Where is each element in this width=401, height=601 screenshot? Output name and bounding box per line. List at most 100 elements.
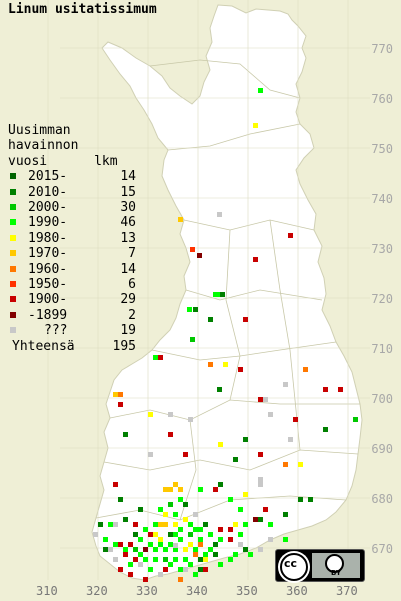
observation-square xyxy=(173,482,178,487)
observation-square xyxy=(223,362,228,367)
observation-square xyxy=(168,487,173,492)
legend-total-count: 195 xyxy=(112,338,136,354)
observation-square xyxy=(148,567,153,572)
legend-swatch xyxy=(10,173,16,180)
observation-square xyxy=(303,367,308,372)
observation-square xyxy=(133,557,138,562)
observation-square xyxy=(213,487,218,492)
cc-by-license-badge[interactable]: cc BY xyxy=(275,549,365,582)
observation-square xyxy=(123,517,128,522)
observation-square xyxy=(143,557,148,562)
observation-square xyxy=(228,497,233,502)
observation-square xyxy=(288,233,293,238)
observation-square xyxy=(217,212,222,217)
legend-row: -1899 2 xyxy=(8,307,136,323)
observation-square xyxy=(153,522,158,527)
observation-square xyxy=(158,542,163,547)
legend-row: 2015- 14 xyxy=(8,169,136,184)
observation-square xyxy=(198,527,203,532)
legend-count: 19 xyxy=(120,323,136,339)
observation-square xyxy=(143,527,148,532)
observation-square xyxy=(148,452,153,457)
observation-square xyxy=(213,552,218,557)
observation-square xyxy=(188,562,193,567)
legend-swatch xyxy=(10,204,16,210)
observation-square xyxy=(173,532,178,537)
observation-square xyxy=(188,417,193,422)
legend-heading-3: vuosi lkm xyxy=(8,153,118,169)
observation-square xyxy=(220,292,225,297)
observation-square xyxy=(113,542,118,547)
legend-label: 1960- xyxy=(28,261,68,277)
observation-square xyxy=(128,542,133,547)
legend-row: 1980- 13 xyxy=(8,230,136,246)
observation-square xyxy=(188,522,193,527)
observation-square xyxy=(258,477,263,482)
grid-x-label: 370 xyxy=(336,584,358,598)
observation-square xyxy=(193,547,198,552)
observation-square xyxy=(323,387,328,392)
legend-row: 1950- 6 xyxy=(8,277,136,292)
observation-square xyxy=(283,537,288,542)
observation-square xyxy=(183,452,188,457)
legend-row: 1900- 29 xyxy=(8,292,136,307)
grid-y-label: 720 xyxy=(371,292,393,306)
observation-square xyxy=(218,537,223,542)
region-border xyxy=(185,289,323,301)
observation-square xyxy=(198,542,203,547)
observation-square xyxy=(138,507,143,512)
observation-square xyxy=(258,452,263,457)
observation-square xyxy=(188,532,193,537)
observation-square xyxy=(238,507,243,512)
observation-square xyxy=(253,517,258,522)
observation-square xyxy=(163,522,168,527)
legend-count: 14 xyxy=(120,261,136,277)
observation-square xyxy=(353,417,358,422)
observation-square xyxy=(193,527,198,532)
observation-square xyxy=(203,557,208,562)
observation-square xyxy=(203,567,208,572)
observation-square xyxy=(163,487,168,492)
legend-swatch xyxy=(10,327,16,334)
grid-x-label: 340 xyxy=(186,584,208,598)
region-border xyxy=(103,449,359,471)
legend-count: 30 xyxy=(120,200,136,215)
legend-count: 46 xyxy=(120,215,136,231)
legend-label: 1980- xyxy=(28,230,68,246)
observation-square xyxy=(168,542,173,547)
observation-square xyxy=(228,557,233,562)
observation-square xyxy=(128,562,133,567)
observation-square xyxy=(217,387,222,392)
observation-square xyxy=(208,362,213,367)
observation-square xyxy=(188,542,193,547)
legend-count: 7 xyxy=(128,246,136,262)
observation-square xyxy=(118,402,123,407)
observation-square xyxy=(193,572,198,577)
grid-y-label: 750 xyxy=(371,142,393,156)
observation-square xyxy=(138,537,143,542)
legend-row: 1960- 14 xyxy=(8,261,136,277)
region-border xyxy=(149,59,301,99)
observation-square xyxy=(218,482,223,487)
legend-count: 29 xyxy=(120,292,136,308)
observation-square xyxy=(190,337,195,342)
observation-square xyxy=(133,547,138,552)
observation-square xyxy=(193,307,198,312)
grid-y-label: 710 xyxy=(371,342,393,356)
legend-label: -1899 xyxy=(28,307,68,323)
observation-square xyxy=(323,427,328,432)
observation-square xyxy=(218,442,223,447)
region-border xyxy=(183,219,315,231)
legend-row: 1990- 46 xyxy=(8,215,136,230)
grid-y-label: 770 xyxy=(371,42,393,56)
observation-square xyxy=(218,562,223,567)
region-border xyxy=(225,229,241,401)
observation-square xyxy=(113,522,118,527)
observation-square xyxy=(118,497,123,502)
observation-square xyxy=(163,512,168,517)
observation-square xyxy=(263,397,268,402)
legend-swatch xyxy=(10,188,16,195)
observation-square xyxy=(118,567,123,572)
observation-square xyxy=(233,522,238,527)
